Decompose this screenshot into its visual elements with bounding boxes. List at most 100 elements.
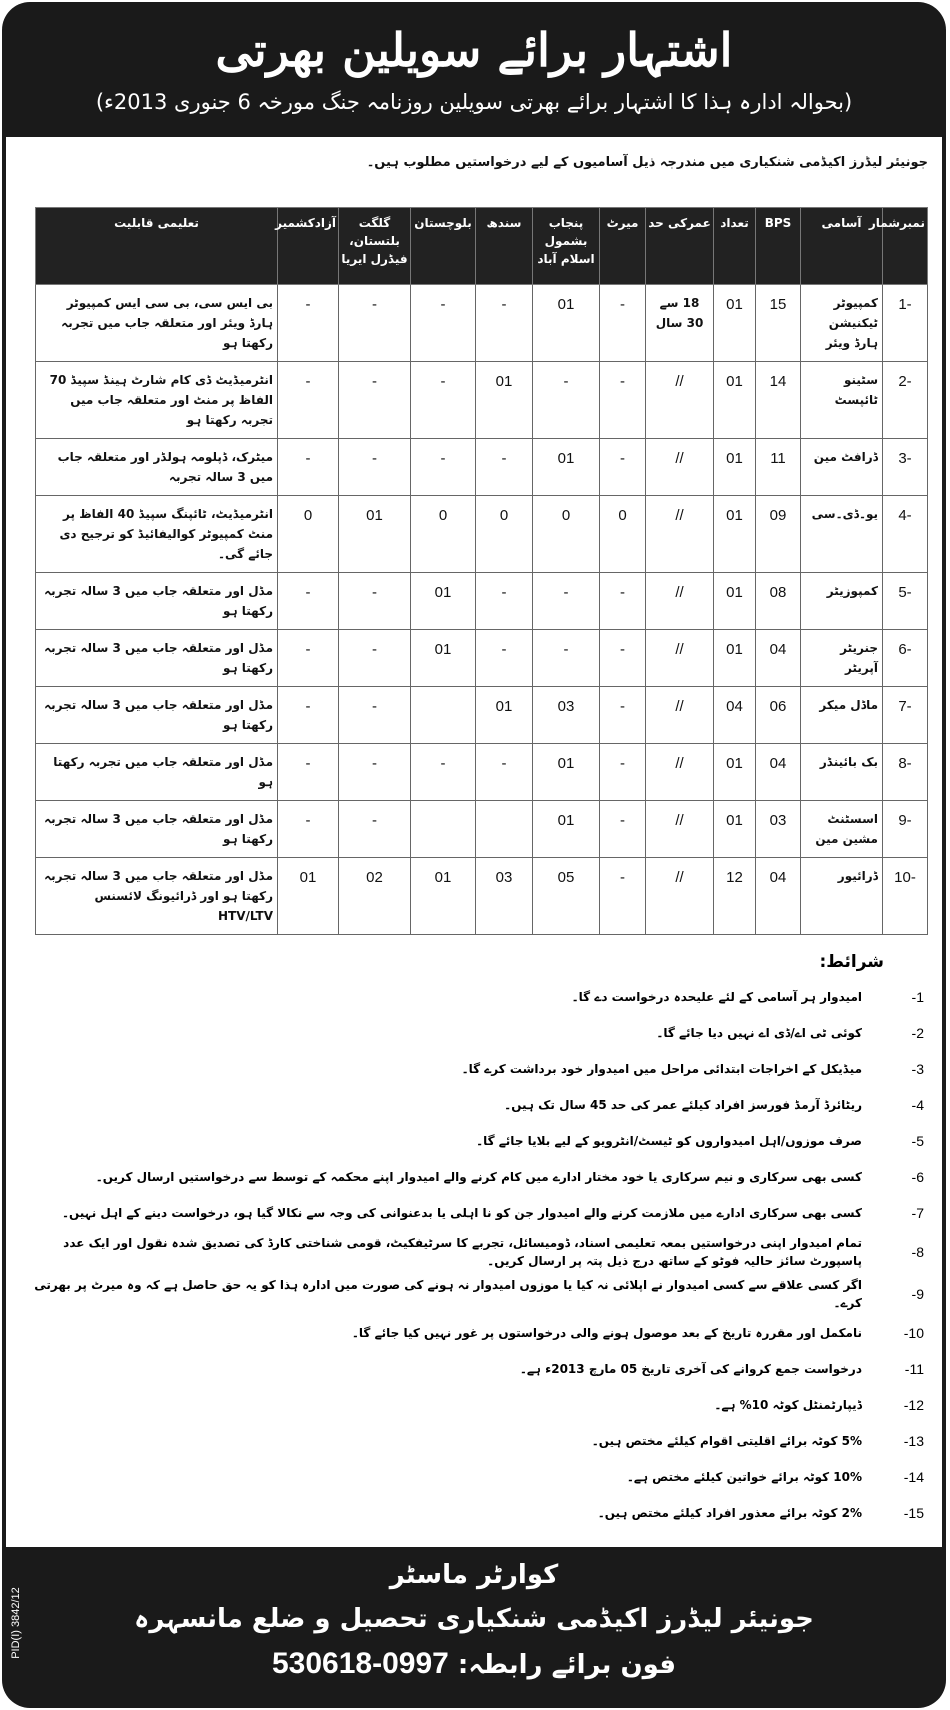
condition-item: -3 میڈیکل کے اخراجات ابتدائی مراحل میں ام… (20, 1051, 924, 1087)
table-cell: 01 (713, 361, 756, 439)
pid-code: PID(I) 3842/12 (10, 1587, 22, 1659)
condition-item: -13 5% کوٹہ برائے اقلیتی اقوام کیلئے مختص… (20, 1423, 924, 1459)
table-cell: یو۔ڈی۔سی (800, 495, 883, 573)
table-cell: 0 (277, 495, 339, 573)
table-cell: // (645, 857, 714, 935)
table-cell: 0 (475, 495, 533, 573)
condition-item: -14 10% کوٹہ برائے خواتین کیلئے مختص ہے۔ (20, 1459, 924, 1495)
conditions-heading: شرائط: (819, 952, 884, 972)
condition-item: -1 امیدوار ہر آسامی کے لئے علیحدہ درخواست… (20, 979, 924, 1015)
table-cell: 12 (713, 857, 756, 935)
table-cell: انٹرمیڈیٹ ڈی کام شارٹ ہینڈ سپیڈ 70 الفاظ… (35, 361, 278, 439)
table-cell: مڈل اور متعلقہ جاب میں تجربہ رکھتا ہو (35, 743, 278, 801)
content: جونیئر لیڈرز اکیڈمی شنکیاری میں مندرجہ ذ… (6, 137, 942, 1547)
condition-item: -15 2% کوٹہ برائے معذور افراد کیلئے مختص … (20, 1495, 924, 1531)
table-cell: 01 (713, 572, 756, 630)
table-cell: // (645, 800, 714, 858)
table-cell: ماڈل میکر (800, 686, 883, 744)
table-cell: 0 (410, 495, 476, 573)
table-cell: - (277, 743, 339, 801)
table-cell: - (277, 438, 339, 496)
table-cell: 01 (410, 857, 476, 935)
table-cell: 6- (882, 629, 928, 687)
table-cell: // (645, 361, 714, 439)
table-cell: - (599, 743, 646, 801)
condition-text: اگر کسی علاقے سے کسی امیدوار نے اپلائی ن… (34, 1278, 862, 1310)
condition-number: -6 (911, 1169, 924, 1185)
table-cell: 2- (882, 361, 928, 439)
table-cell: میٹرک، ڈپلومہ ہولڈر اور متعلقہ جاب میں 3… (35, 438, 278, 496)
table-cell: - (277, 284, 339, 362)
column-header: پنجاب بشمول اسلام آباد (532, 207, 600, 285)
condition-text: ڈیپارٹمنٹل کوٹہ 10% ہے۔ (714, 1398, 862, 1412)
condition-text: ریٹائرڈ آرمڈ فورسز افراد کیلئے عمر کی حد… (504, 1098, 862, 1112)
table-cell (475, 800, 533, 858)
column-header: تعلیمی قابلیت (35, 207, 278, 285)
table-cell: ڈرافٹ مین (800, 438, 883, 496)
condition-item: -8 تمام امیدوار اپنی درخواستیں بمعہ تعلیم… (20, 1231, 924, 1273)
condition-text: صرف موزوں/اہل امیدواروں کو ٹیسٹ/انٹرویو … (476, 1134, 862, 1148)
condition-text: کوئی ٹی اے/ڈی اے نہیں دیا جائے گا۔ (656, 1026, 862, 1040)
table-cell: مڈل اور متعلقہ جاب میں 3 سالہ تجربہ رکھت… (35, 857, 278, 935)
table-cell: - (338, 361, 411, 439)
condition-number: -2 (911, 1025, 924, 1041)
condition-text: 2% کوٹہ برائے معذور افراد کیلئے مختص ہیں… (597, 1506, 862, 1520)
table-cell: 04 (755, 743, 801, 801)
table-cell: جنریٹر آپریٹر (800, 629, 883, 687)
table-cell: 4- (882, 495, 928, 573)
condition-number: -7 (911, 1205, 924, 1221)
table-cell (410, 686, 476, 744)
condition-item: -4 ریٹائرڈ آرمڈ فورسز افراد کیلئے عمر کی … (20, 1087, 924, 1123)
table-cell: 1- (882, 284, 928, 362)
table-cell: مڈل اور متعلقہ جاب میں 3 سالہ تجربہ رکھت… (35, 629, 278, 687)
condition-text: کسی بھی سرکاری ادارے میں ملازمت کرنے وال… (61, 1206, 862, 1220)
table-cell: اسسٹنٹ مشین مین (800, 800, 883, 858)
condition-item: -11 درخواست جمع کروانے کی آخری تاریخ 05 م… (20, 1351, 924, 1387)
table-cell: 9- (882, 800, 928, 858)
table-cell: - (532, 629, 600, 687)
table-cell: - (599, 361, 646, 439)
table-cell: 01 (410, 572, 476, 630)
table-cell: // (645, 572, 714, 630)
table-cell: 01 (713, 284, 756, 362)
intro-text: جونیئر لیڈرز اکیڈمی شنکیاری میں مندرجہ ذ… (366, 155, 928, 170)
condition-text: تمام امیدوار اپنی درخواستیں بمعہ تعلیمی … (63, 1236, 862, 1268)
table-row: 2- سٹینو ٹائپسٹ 14 01//- -01- - - انٹرمیڈیٹ ڈی … (35, 361, 928, 439)
phone-label: فون برائے رابطہ: (457, 1650, 676, 1680)
table-cell: کمپوزیٹر (800, 572, 883, 630)
table-header-row: نمبرشمار آسامی BPS تعداد عمرکی حد میرٹ پنجاب ب… (35, 207, 928, 285)
table-cell: - (599, 572, 646, 630)
condition-item: -2 کوئی ٹی اے/ڈی اے نہیں دیا جائے گا۔ (20, 1015, 924, 1051)
table-cell: - (475, 284, 533, 362)
table-cell: - (475, 743, 533, 801)
table-cell: - (599, 800, 646, 858)
table-cell: - (338, 800, 411, 858)
table-cell: ڈرائیور (800, 857, 883, 935)
table-cell: 09 (755, 495, 801, 573)
table-cell: - (338, 284, 411, 362)
table-row: 10- ڈرائیور 04 12//-05 03 01 02 01 مڈل اور متعلق… (35, 857, 928, 935)
table-cell: - (277, 686, 339, 744)
table-cell: 18 سے 30 سال (645, 284, 714, 362)
contact-line: فون برائے رابطہ: 0997-530618 (2, 1645, 946, 1684)
conditions-list: -1 امیدوار ہر آسامی کے لئے علیحدہ درخواست… (20, 979, 928, 1531)
table-row: 7- ماڈل میکر 06 04//-03 01- - مڈل اور متعلقہ ج… (35, 686, 928, 744)
table-cell: 04 (713, 686, 756, 744)
condition-text: 10% کوٹہ برائے خواتین کیلئے مختص ہے۔ (626, 1470, 862, 1484)
table-cell: 7- (882, 686, 928, 744)
table-cell: - (338, 686, 411, 744)
column-header: عمرکی حد (645, 207, 714, 285)
table-cell: - (599, 284, 646, 362)
condition-item: -7 کسی بھی سرکاری ادارے میں ملازمت کرنے و… (20, 1195, 924, 1231)
table-row: 8- بک بائینڈر 04 01//-01- - - - مڈل اور متعلقہ … (35, 743, 928, 801)
table-cell: - (599, 686, 646, 744)
table-cell: - (532, 572, 600, 630)
table-row: 3- ڈرافٹ مین 11 01//-01- - - - میٹرک، ڈپلومہ ہو… (35, 438, 928, 496)
condition-text: 5% کوٹہ برائے اقلیتی اقوام کیلئے مختص ہی… (591, 1434, 862, 1448)
column-header: سندھ (475, 207, 533, 285)
condition-item: -12 ڈیپارٹمنٹل کوٹہ 10% ہے۔ (20, 1387, 924, 1423)
table-cell (410, 800, 476, 858)
condition-number: -14 (903, 1469, 924, 1485)
table-cell: 04 (755, 857, 801, 935)
